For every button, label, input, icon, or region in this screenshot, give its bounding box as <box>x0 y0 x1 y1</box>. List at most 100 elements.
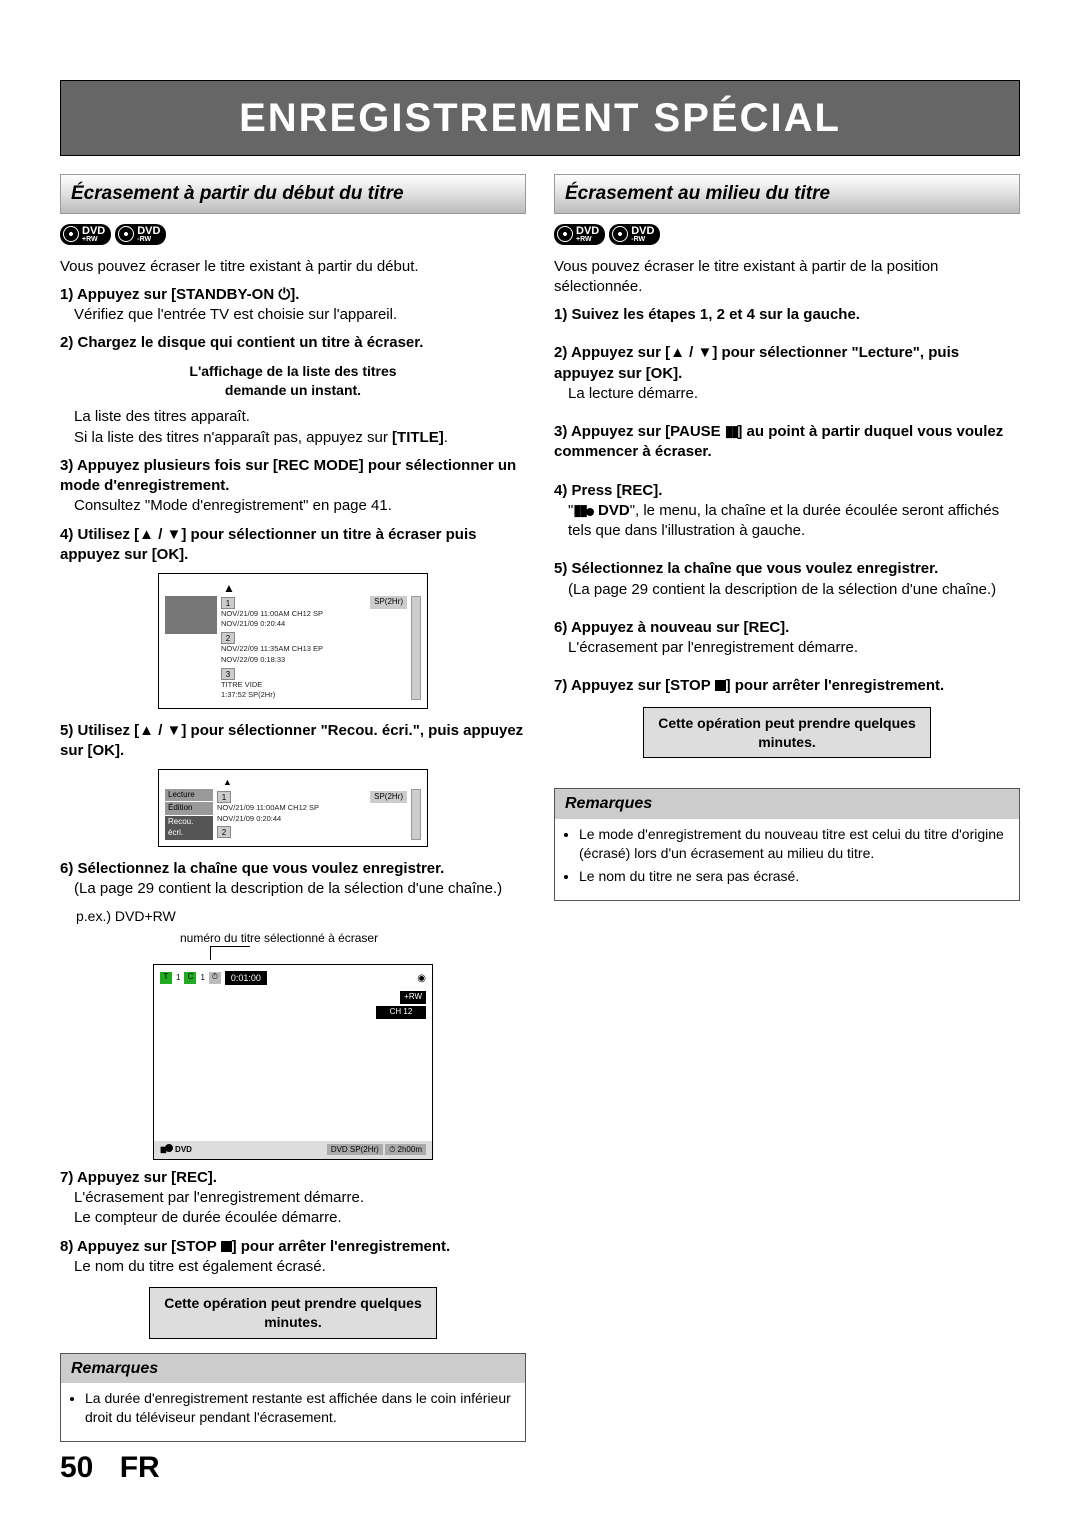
left-step-8: 8) Appuyez sur [STOP ] pour arrêter l'en… <box>60 1237 526 1278</box>
dvd-minus-rw-badge-r: DVD-RW <box>609 224 660 245</box>
right-step-3: 3) Appuyez sur [PAUSE ▮▮] au point à par… <box>554 422 1020 463</box>
left-step-1-body: Vérifiez que l'entrée TV est choisie sur… <box>74 305 526 325</box>
right-remark-2: Le nom du titre ne sera pas écrasé. <box>579 867 1009 886</box>
annotation-text: numéro du titre sélectionné à écraser <box>180 930 526 946</box>
right-step-2: 2) Appuyez sur [▲ / ▼] pour sélectionner… <box>554 343 1020 404</box>
row3-meta-b: 1:37:52 SP(2Hr) <box>221 690 407 700</box>
right-remarks: Remarques Le mode d'enregistrement du no… <box>554 788 1020 900</box>
dvd-plus-rw-badge-r: DVD+RW <box>554 224 605 245</box>
recording-screen: T1 C1 ⏱ 0:01:00 ◉ +RW CH 12 ▮▮ DVD DVD S… <box>153 964 433 1160</box>
left-step-6: 6) Sélectionnez la chaîne que vous voule… <box>60 859 526 900</box>
right-step-4: 4) Press [REC]. "▮▮ DVD", le menu, la ch… <box>554 481 1020 542</box>
s2-rownum-2: 2 <box>217 826 231 838</box>
right-step-6: 6) Appuyez à nouveau sur [REC]. L'écrase… <box>554 618 1020 659</box>
dvd-badges-right: DVD+RW DVD-RW <box>554 224 1020 245</box>
left-remarks-body: La durée d'enregistrement restante est a… <box>61 1383 525 1441</box>
disc-icon: ◉ <box>417 972 426 986</box>
left-section-header: Écrasement à partir du début du titre <box>60 174 526 214</box>
left-step-8-head: 8) Appuyez sur [STOP ] pour arrêter l'en… <box>60 1237 526 1257</box>
page-lang: FR <box>120 1451 160 1484</box>
left-step-5-head: 5) Utilisez [▲ / ▼] pour sélectionner "R… <box>60 721 526 762</box>
right-intro: Vous pouvez écraser le titre existant à … <box>554 257 1020 298</box>
right-remark-1: Le mode d'enregistrement du nouveau titr… <box>579 825 1009 863</box>
rw-badge: +RW <box>400 991 426 1004</box>
left-intro: Vous pouvez écraser le titre existant à … <box>60 257 526 277</box>
dvd-badges-left: DVD+RW DVD-RW <box>60 224 526 245</box>
left-inline-note: L'affichage de la liste des titres deman… <box>165 362 421 400</box>
left-step-7-body2: Le compteur de durée écoulée démarre. <box>74 1208 526 1228</box>
rec-indicator: ▮▮ DVD <box>160 1144 192 1156</box>
title-list-screen: ▲ 1SP(2Hr) NOV/21/09 11:00AM CH12 SP NOV… <box>158 573 428 709</box>
s2-row1b: NOV/21/09 0:20:44 <box>217 814 407 824</box>
opt-edition: Édition <box>165 802 213 815</box>
row1-meta-a: NOV/21/09 11:00AM CH12 SP <box>221 609 407 619</box>
left-step-7-body1: L'écrasement par l'enregistrement démarr… <box>74 1188 526 1208</box>
left-remark-1: La durée d'enregistrement restante est a… <box>85 1389 515 1427</box>
right-step-2-head: 2) Appuyez sur [▲ / ▼] pour sélectionner… <box>554 343 1020 384</box>
rownum-3: 3 <box>221 668 235 680</box>
right-step-3-head: 3) Appuyez sur [PAUSE ▮▮] au point à par… <box>554 422 1020 463</box>
channel-bar: CH 12 <box>376 1006 426 1019</box>
right-step-1-head: 1) Suivez les étapes 1, 2 et 4 sur la ga… <box>554 305 1020 325</box>
left-step-4-head: 4) Utilisez [▲ / ▼] pour sélectionner un… <box>60 525 526 566</box>
sp-label: SP(2Hr) <box>370 596 407 609</box>
scrollbar-1 <box>411 596 421 700</box>
s2-row1a: NOV/21/09 11:00AM CH12 SP <box>217 803 407 813</box>
right-step-6-body: L'écrasement par l'enregistrement démarr… <box>568 638 1020 658</box>
dvd-plus-rw-badge: DVD+RW <box>60 224 111 245</box>
left-step-2-body1: La liste des titres apparaît. <box>74 407 526 427</box>
row1-meta-b: NOV/21/09 0:20:44 <box>221 619 407 629</box>
left-step-1: 1) Appuyez sur [STANDBY-ON ⏻]. Vérifiez … <box>60 285 526 326</box>
row2-meta-b: NOV/22/09 0:18:33 <box>221 655 407 665</box>
right-remarks-body: Le mode d'enregistrement du nouveau titr… <box>555 819 1019 900</box>
left-step-1-head: 1) Appuyez sur [STANDBY-ON ⏻]. <box>60 285 526 305</box>
left-column: Écrasement à partir du début du titre DV… <box>60 174 526 1442</box>
right-step-5-body: (La page 29 contient la description de l… <box>568 580 1020 600</box>
rownum-2: 2 <box>221 632 235 644</box>
right-step-4-body: "▮▮ DVD", le menu, la chaîne et la durée… <box>568 501 1020 542</box>
left-step-7: 7) Appuyez sur [REC]. L'écrasement par l… <box>60 1168 526 1229</box>
left-remarks: Remarques La durée d'enregistrement rest… <box>60 1353 526 1442</box>
ibox-t: T <box>160 972 172 984</box>
left-step-6-head: 6) Sélectionnez la chaîne que vous voule… <box>60 859 526 879</box>
s2-rownum-1: 1 <box>217 791 231 803</box>
left-step-2: 2) Chargez le disque qui contient un tit… <box>60 333 526 353</box>
right-step-7: 7) Appuyez sur [STOP ] pour arrêter l'en… <box>554 676 1020 696</box>
row3-meta-a: TITRE VIDE <box>221 680 407 690</box>
dvd-minus-rw-badge: DVD-RW <box>115 224 166 245</box>
page-footer: 50 FR <box>60 1448 160 1489</box>
left-remarks-head: Remarques <box>61 1354 525 1384</box>
screen3-body <box>154 1021 432 1141</box>
option-screen: ▲ Lecture Édition Recou. écri. 1SP(2Hr) … <box>158 769 428 846</box>
left-step-6-body: (La page 29 contient la description de l… <box>74 879 526 899</box>
left-step-3-body: Consultez "Mode d'enregistrement" en pag… <box>74 496 526 516</box>
right-step-6-head: 6) Appuyez à nouveau sur [REC]. <box>554 618 1020 638</box>
right-column: Écrasement au milieu du titre DVD+RW DVD… <box>554 174 1020 1442</box>
example-label: p.ex.) DVD+RW <box>76 907 526 926</box>
stop-icon <box>221 1241 232 1252</box>
up-arrow-icon: ▲ <box>223 580 421 596</box>
left-step-4: 4) Utilisez [▲ / ▼] pour sélectionner un… <box>60 525 526 566</box>
ibox-c: C <box>184 972 196 984</box>
left-step-3: 3) Appuyez plusieurs fois sur [REC MODE]… <box>60 456 526 517</box>
thumb-1 <box>165 596 217 634</box>
left-step-2-head: 2) Chargez le disque qui contient un tit… <box>60 333 526 353</box>
left-step-8-body: Le nom du titre est également écrasé. <box>74 1257 526 1277</box>
right-step-5: 5) Sélectionnez la chaîne que vous voule… <box>554 559 1020 600</box>
row2-meta-a: NOV/22/09 11:35AM CH13 EP <box>221 644 407 654</box>
page-number: 50 <box>60 1451 93 1484</box>
up-arrow-icon-2: ▲ <box>223 776 421 788</box>
left-step-7-head: 7) Appuyez sur [REC]. <box>60 1168 526 1188</box>
right-step-1: 1) Suivez les étapes 1, 2 et 4 sur la ga… <box>554 305 1020 325</box>
annotation-leader <box>210 946 250 960</box>
right-step-7-head: 7) Appuyez sur [STOP ] pour arrêter l'en… <box>554 676 1020 696</box>
right-callout: Cette opération peut prendre quelques mi… <box>643 707 932 759</box>
stop-icon-r <box>715 680 726 691</box>
time-readout: 0:01:00 <box>225 971 267 985</box>
left-callout: Cette opération peut prendre quelques mi… <box>149 1287 438 1339</box>
main-title: ENREGISTREMENT SPÉCIAL <box>60 80 1020 156</box>
right-step-2-body: La lecture démarre. <box>568 384 1020 404</box>
left-step-3-head: 3) Appuyez plusieurs fois sur [REC MODE]… <box>60 456 526 497</box>
left-step-2-body2: Si la liste des titres n'apparaît pas, a… <box>74 428 526 448</box>
rec-mode-label: DVD SP(2Hr) <box>327 1144 383 1155</box>
